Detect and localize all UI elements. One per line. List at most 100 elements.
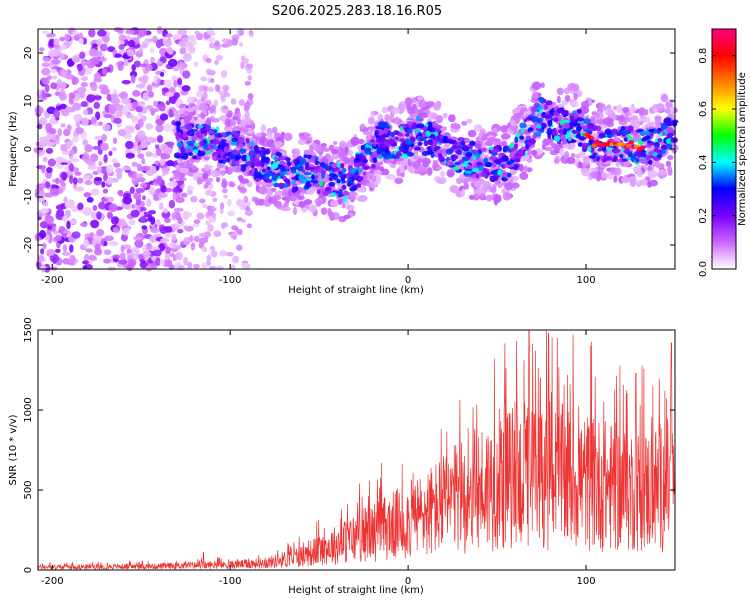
spectrogram-cell — [112, 254, 121, 259]
spectrogram-cell — [240, 218, 247, 223]
spectrogram-cell — [93, 101, 101, 110]
spectrogram-cell — [526, 142, 533, 146]
spectrogram-cell — [486, 131, 495, 137]
spectrogram-cell — [405, 139, 413, 146]
spectrogram-cell — [466, 118, 473, 124]
spectrogram-cell — [244, 80, 251, 86]
spectrogram-cell — [92, 204, 98, 212]
spectrogram-cell — [506, 172, 512, 178]
spectrogram-cell — [226, 39, 233, 47]
spectrogram-cell — [140, 206, 147, 212]
spectrogram-cell — [490, 186, 497, 194]
spectrogram-cell — [556, 95, 561, 104]
spectrogram-cell — [346, 204, 355, 211]
spectrogram-cell — [61, 215, 68, 222]
spectrogram-cell — [530, 106, 538, 113]
spectrogram-cell — [593, 139, 600, 144]
spectrogram-cell — [82, 260, 90, 265]
spectrogram-cell — [643, 144, 652, 148]
spectrogram-cell — [214, 84, 221, 92]
spectrogram-cell — [417, 141, 423, 146]
spectrogram-cell — [82, 265, 88, 270]
spectrogram-cell — [427, 124, 433, 132]
spectrogram-cell — [90, 219, 100, 229]
spectrogram-cell — [226, 251, 234, 257]
spectrogram-cell — [547, 120, 553, 127]
spectrogram-cell — [55, 177, 60, 185]
spectrogram-cell — [640, 151, 647, 156]
spectrogram-cell — [646, 135, 651, 139]
spectrogram-cell — [40, 248, 45, 255]
spectrogram-cell — [328, 176, 334, 182]
spectrogram-cell — [205, 125, 210, 131]
spectrogram-cell — [181, 85, 191, 92]
spectrogram-cell — [53, 38, 60, 47]
spectrogram-cell — [220, 70, 228, 78]
spectrogram-cell — [117, 62, 124, 72]
spectrogram-cell — [203, 143, 209, 150]
spectrogram-cell — [113, 117, 122, 124]
spectrogram-cell — [497, 169, 502, 175]
spectrogram-cell — [592, 152, 598, 157]
spectrogram-cell — [88, 28, 96, 38]
spectrogram-cell — [205, 220, 210, 226]
spectrogram-cell — [577, 142, 583, 148]
spectrogram-cell — [478, 132, 483, 139]
colorbar: 0.0 0.2 0.4 0.6 0.8 Normalized spectral ampl… — [698, 28, 748, 277]
spectrogram-cell — [201, 92, 208, 100]
spectrogram-cell — [200, 76, 208, 82]
spectrogram-cell — [145, 169, 155, 176]
spectrogram-cell — [94, 176, 103, 182]
spectrogram-cell — [502, 147, 507, 153]
spectrogram-cell — [375, 175, 382, 184]
spectrogram-cell — [399, 125, 404, 132]
spectrogram-cell — [411, 122, 418, 130]
spectrogram-cell — [57, 128, 62, 137]
spectrogram-cell — [498, 157, 505, 163]
spectrogram-cell — [271, 174, 278, 180]
spectrogram-cell — [519, 172, 529, 180]
spectrogram-cell — [76, 177, 84, 184]
colorbar-ticks: 0.0 0.2 0.4 0.6 0.8 — [698, 48, 736, 277]
spectrogram-cell — [254, 171, 262, 178]
spectrogram-cell — [573, 92, 578, 101]
spectrogram-cell — [97, 29, 107, 37]
spectrogram-cell — [491, 170, 498, 175]
spectrogram-cell — [120, 244, 125, 253]
spectrogram-cell — [261, 168, 267, 173]
spectrogram-cell — [213, 99, 219, 107]
spectrogram-cell — [573, 122, 581, 127]
spectrogram-cell — [435, 165, 443, 171]
spectrogram-cell — [483, 157, 489, 164]
spectrogram-cell — [341, 176, 345, 183]
spectrogram-cell — [661, 131, 666, 137]
spectrogram-cell — [237, 143, 245, 148]
spectrogram-cell — [657, 127, 662, 132]
spectrogram-cell — [99, 43, 108, 52]
spectrogram-cell — [303, 199, 313, 205]
spectrogram-cell — [99, 142, 109, 151]
spectrogram-cell — [613, 148, 621, 153]
spectrogram-cell — [292, 150, 297, 156]
spectrogram-cell — [377, 121, 385, 128]
spectrogram-cell — [145, 123, 154, 130]
spectrogram-cell — [83, 192, 92, 198]
x-tick-label: -100 — [219, 576, 242, 587]
spectrogram-cell — [171, 211, 182, 220]
y-tick-label: 0 — [23, 567, 34, 573]
spectrogram-cell — [432, 102, 441, 111]
spectrogram-cell — [51, 59, 62, 65]
spectrogram-cell — [177, 216, 183, 225]
spectrogram-cell — [147, 210, 157, 215]
spectrogram-cell — [41, 91, 47, 99]
spectrogram-cell — [227, 210, 235, 217]
snr-x-ticks: -200 -100 0 100 — [41, 330, 596, 587]
spectrogram-cell — [415, 115, 420, 122]
spectrogram-cell — [221, 131, 227, 136]
spectrogram-cell — [42, 201, 49, 207]
spectrogram-cell — [628, 140, 635, 145]
spectrogram-cell — [181, 37, 189, 42]
spectrogram-cell — [531, 115, 539, 122]
spectrogram-cell — [141, 225, 148, 230]
spectrogram-cell — [563, 119, 570, 124]
